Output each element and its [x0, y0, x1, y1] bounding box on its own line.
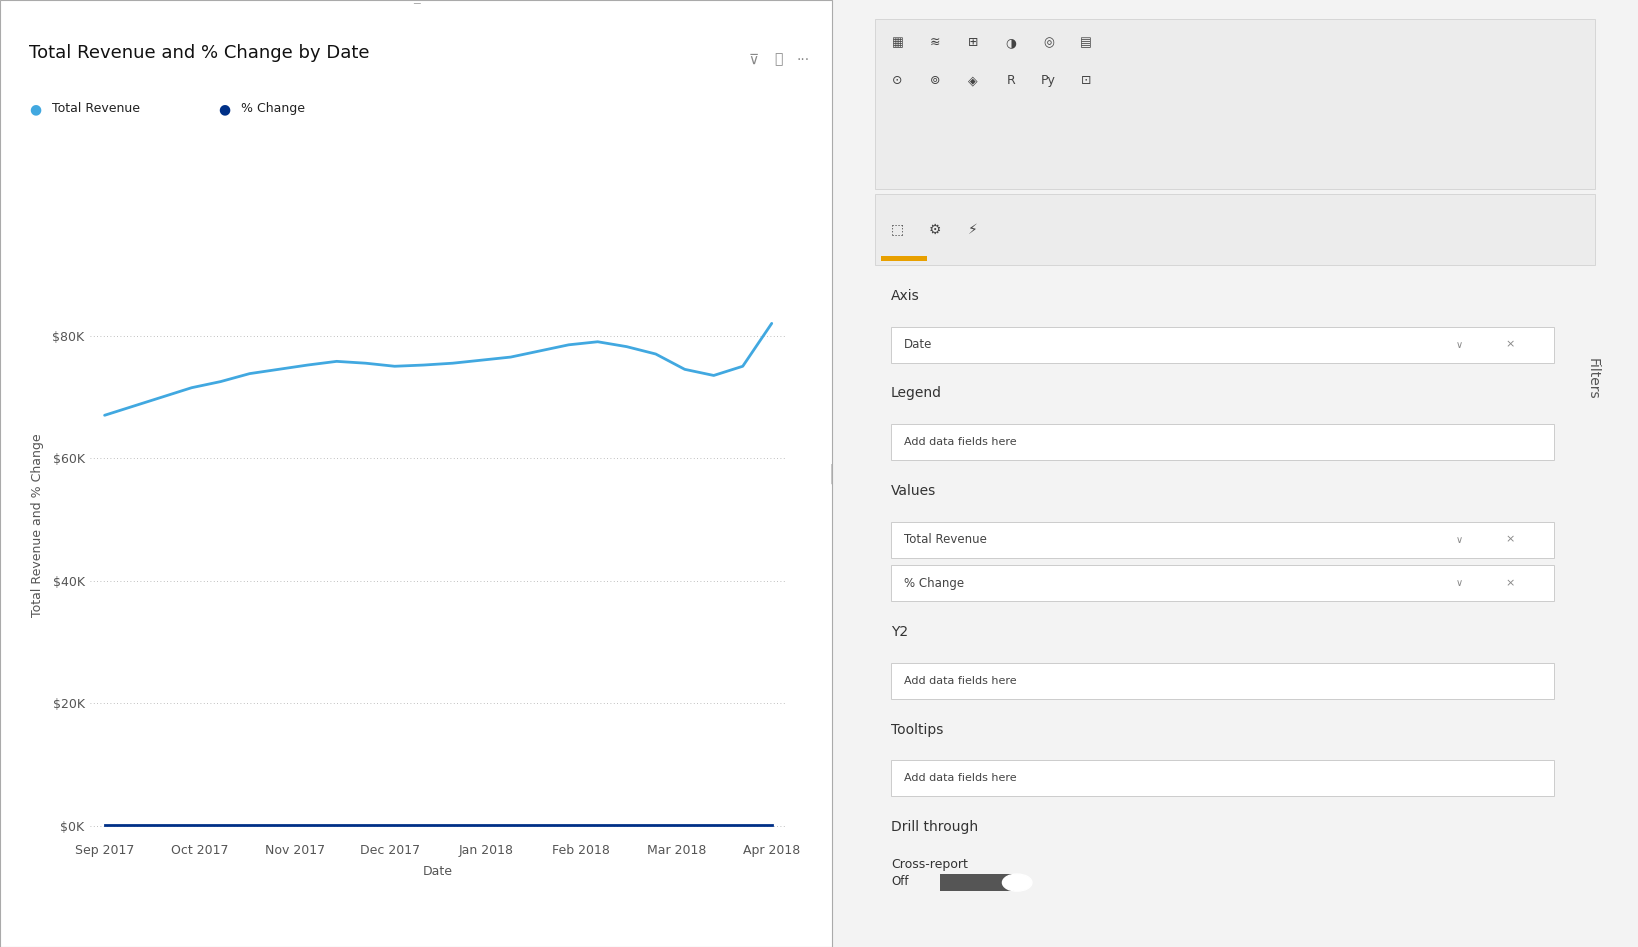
Text: Off: Off — [891, 875, 909, 888]
Text: ···: ··· — [796, 53, 809, 66]
Text: ◎: ◎ — [1043, 36, 1053, 49]
Text: ×: × — [1505, 579, 1515, 588]
Text: ∨: ∨ — [1456, 535, 1463, 545]
Text: Axis: Axis — [891, 289, 921, 303]
Text: ⬚: ⬚ — [891, 223, 904, 237]
Text: ≋: ≋ — [930, 36, 940, 49]
Text: Total Revenue: Total Revenue — [52, 102, 141, 116]
Text: % Change: % Change — [904, 577, 965, 590]
Text: ◑: ◑ — [1006, 36, 1016, 49]
Text: Tooltips: Tooltips — [891, 723, 943, 737]
Text: R: R — [1006, 74, 1016, 87]
Text: ⊙: ⊙ — [893, 74, 903, 87]
Text: Add data fields here: Add data fields here — [904, 438, 1017, 447]
X-axis label: Date: Date — [423, 865, 454, 878]
Text: ▤: ▤ — [1079, 36, 1093, 49]
Text: Add data fields here: Add data fields here — [904, 774, 1017, 783]
Text: Add data fields here: Add data fields here — [904, 676, 1017, 686]
Text: ∨: ∨ — [1456, 340, 1463, 349]
Text: ⊞: ⊞ — [968, 36, 978, 49]
Text: ●: ● — [29, 102, 41, 116]
Y-axis label: Total Revenue and % Change: Total Revenue and % Change — [31, 434, 44, 617]
Text: Y2: Y2 — [891, 625, 907, 639]
Text: Cross-report: Cross-report — [891, 858, 968, 871]
Text: Legend: Legend — [891, 386, 942, 401]
Text: Total Revenue: Total Revenue — [904, 533, 988, 546]
Text: ◈: ◈ — [968, 74, 978, 87]
Text: Drill through: Drill through — [891, 820, 978, 834]
Text: ∨: ∨ — [1456, 579, 1463, 588]
Text: ⤢: ⤢ — [773, 53, 783, 66]
Text: ⚡: ⚡ — [968, 223, 978, 237]
Text: ⚙: ⚙ — [929, 223, 942, 237]
Text: % Change: % Change — [241, 102, 305, 116]
Text: ▦: ▦ — [891, 36, 904, 49]
Text: Py: Py — [1040, 74, 1057, 87]
Text: Filters: Filters — [1586, 358, 1599, 400]
Text: Date: Date — [904, 338, 932, 351]
Text: ⊽: ⊽ — [749, 53, 758, 66]
Text: Total Revenue and % Change by Date: Total Revenue and % Change by Date — [29, 44, 370, 62]
Text: ─: ─ — [413, 0, 419, 8]
Text: │: │ — [827, 463, 837, 484]
Text: ●: ● — [218, 102, 229, 116]
Text: ⊡: ⊡ — [1081, 74, 1091, 87]
Text: ⊚: ⊚ — [930, 74, 940, 87]
Text: ×: × — [1505, 340, 1515, 349]
Text: ×: × — [1505, 535, 1515, 545]
Text: Values: Values — [891, 484, 937, 498]
